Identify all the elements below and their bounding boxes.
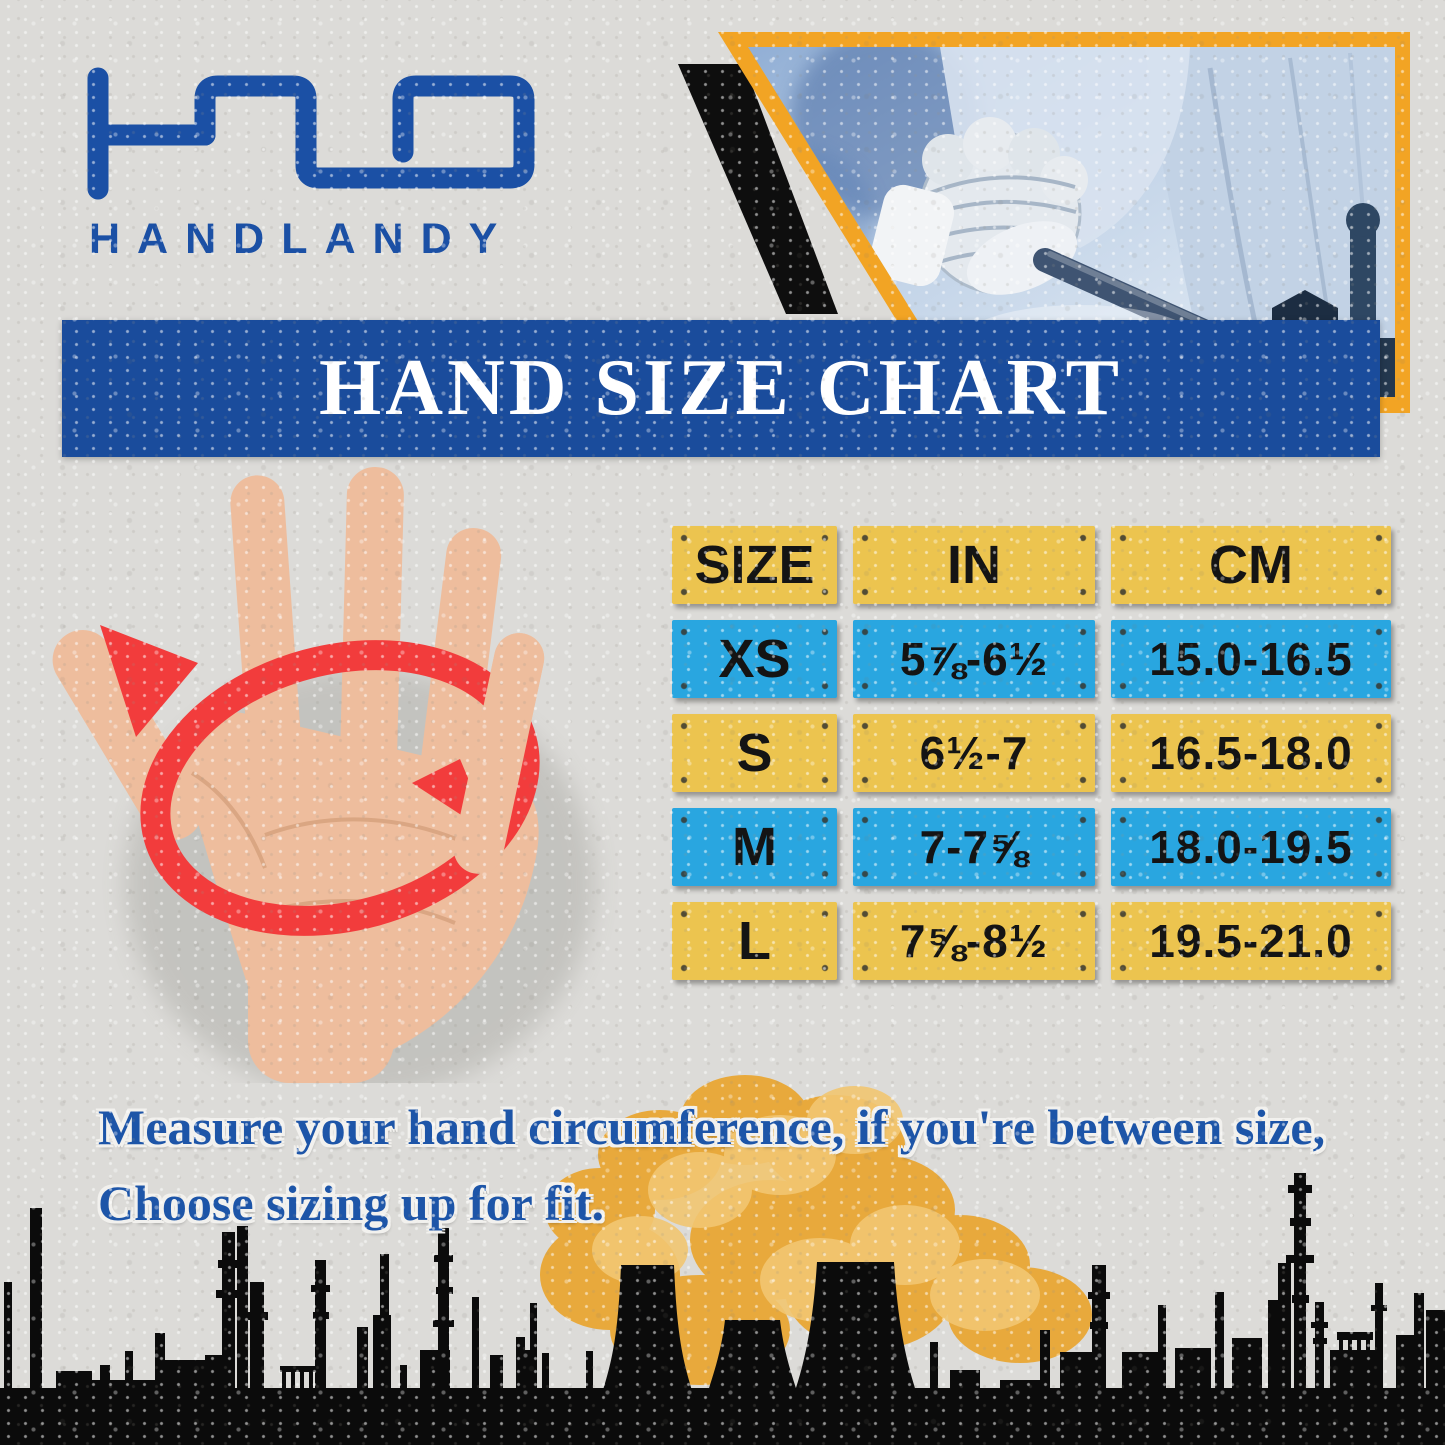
brand-name: HANDLANDY (89, 215, 515, 263)
row-xs-in: 5⅞-6½ (899, 633, 1049, 685)
row-m-cm: 18.0-19.5 (1149, 821, 1353, 873)
row-xs-cm-plate: 15.0-16.5 (1111, 620, 1391, 698)
column-header-in-label: IN (947, 535, 1001, 595)
skyline-silhouette (0, 1173, 1445, 1445)
measurement-note-line1: Measure your hand circumference, if you'… (98, 1099, 1326, 1155)
row-s-size: S (736, 723, 773, 783)
row-m-in: 7-7⅝ (919, 821, 1029, 873)
row-s-cm: 16.5-18.0 (1149, 727, 1353, 779)
pinky-finger-overlay (453, 633, 545, 874)
row-m-size: M (732, 817, 777, 877)
row-l-in-plate: 7⅝-8½ (853, 902, 1095, 980)
column-header-in: IN (853, 526, 1095, 604)
size-chart-table: SIZE IN CM XS 5⅞-6½ 15.0-16.5 S 6½-7 16.… (672, 526, 1391, 980)
column-header-cm-label: CM (1209, 535, 1293, 595)
industrial-skyline-art (0, 1075, 1445, 1445)
title-banner: HAND SIZE CHART (62, 320, 1380, 457)
row-m-cm-plate: 18.0-19.5 (1111, 808, 1391, 886)
hand-measure-illustration (52, 467, 595, 1083)
row-m-size-plate: M (672, 808, 837, 886)
row-s-size-plate: S (672, 714, 837, 792)
row-xs-size-plate: XS (672, 620, 837, 698)
row-s-in: 6½-7 (919, 727, 1029, 779)
black-accent-stripe (678, 64, 838, 314)
row-xs-in-plate: 5⅞-6½ (853, 620, 1095, 698)
row-l-size-plate: L (672, 902, 837, 980)
column-header-size-label: SIZE (694, 535, 815, 595)
row-l-cm: 19.5-21.0 (1149, 915, 1353, 967)
row-l-size: L (738, 911, 771, 971)
measurement-note-line2: Choose sizing up for fit. (98, 1175, 605, 1231)
row-xs-cm: 15.0-16.5 (1149, 633, 1353, 685)
row-m-in-plate: 7-7⅝ (853, 808, 1095, 886)
brand-logo: HANDLANDY (85, 66, 555, 264)
row-s-cm-plate: 16.5-18.0 (1111, 714, 1391, 792)
row-s-in-plate: 6½-7 (853, 714, 1095, 792)
column-header-size: SIZE (672, 526, 837, 604)
row-l-in: 7⅝-8½ (899, 915, 1049, 967)
brand-logo-mark-icon (87, 67, 535, 200)
page-title: HAND SIZE CHART (319, 344, 1123, 432)
row-l-cm-plate: 19.5-21.0 (1111, 902, 1391, 980)
column-header-cm: CM (1111, 526, 1391, 604)
row-xs-size: XS (718, 629, 791, 689)
